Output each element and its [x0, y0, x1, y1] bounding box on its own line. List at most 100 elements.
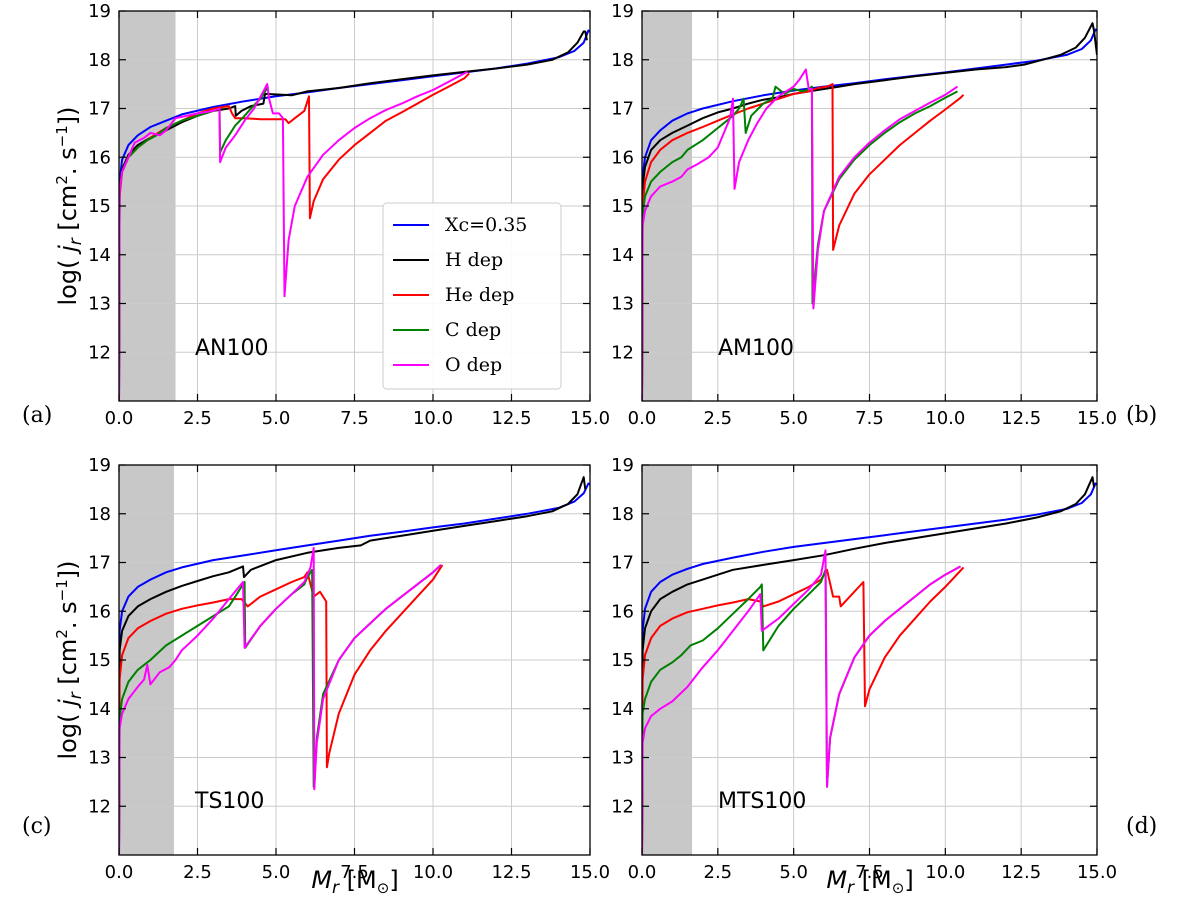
- y-label-s: . s: [54, 601, 82, 629]
- y-tick-label: 17: [88, 553, 111, 574]
- x-tick-label: 7.5: [855, 408, 884, 429]
- x-tick-label: 2.5: [183, 408, 212, 429]
- y-label-sup2: 2: [53, 175, 71, 185]
- model-label: AN100: [195, 336, 269, 361]
- y-tick-label: 12: [88, 796, 111, 817]
- legend-entry: He dep: [445, 284, 514, 306]
- legend: Xc=0.35 H dep He dep C dep O dep: [382, 202, 562, 390]
- y-label-close: ]): [54, 561, 82, 580]
- series-group: [119, 29, 590, 401]
- series-line-o-dep: [119, 546, 442, 855]
- legend-entry: C dep: [445, 319, 501, 341]
- x-tick-label: 0.0: [628, 862, 657, 883]
- y-tick-label: 13: [88, 748, 111, 769]
- x-tick-label: 2.5: [183, 862, 212, 883]
- x-tick-label: 12.5: [1001, 862, 1041, 883]
- series-group: [642, 476, 1097, 855]
- model-label: TS100: [194, 789, 264, 814]
- y-tick-label: 19: [88, 1, 111, 22]
- y-label-supm1: −1: [53, 579, 71, 601]
- series-line-o-dep: [642, 68, 959, 401]
- x-tick-label: 0.0: [105, 408, 134, 429]
- series-line-he-dep: [642, 566, 965, 855]
- x-tick-label: 7.5: [855, 862, 884, 883]
- x-axis-label: Mr [M⊙]: [826, 866, 913, 898]
- x-tick-label: 15.0: [570, 408, 610, 429]
- x-tick-label: 12.5: [1001, 408, 1041, 429]
- legend-entry: Xc=0.35: [445, 214, 527, 236]
- x-tick-label: 10.0: [413, 862, 453, 883]
- y-axis-label: log( jr [cm2. s−1]): [53, 107, 86, 306]
- x-tick-label: 7.5: [340, 408, 369, 429]
- y-tick-label: 19: [611, 455, 634, 476]
- y-label-s: . s: [54, 147, 82, 175]
- x-label-units: [M: [854, 866, 892, 894]
- series-line-xc-0-35: [642, 28, 1097, 401]
- x-tick-label: 12.5: [491, 862, 531, 883]
- y-tick-label: 14: [88, 699, 111, 720]
- panel-label: (b): [1126, 403, 1157, 428]
- x-axis-label: Mr [M⊙]: [311, 866, 398, 898]
- y-label-close: ]): [54, 107, 82, 126]
- x-label-sub: r: [332, 878, 340, 898]
- y-tick-label: 14: [88, 245, 111, 266]
- x-label-m: M: [311, 866, 332, 894]
- panel-ts100: 0.0 2.5 5.0 7.5 10.0 12.5 15.0 12 13 14 15 16 17 18 19…: [22, 455, 610, 883]
- model-label: MTS100: [718, 789, 806, 814]
- x-tick-label: 2.5: [704, 408, 733, 429]
- y-tick-label: 18: [611, 504, 634, 525]
- series-line-h-dep: [642, 22, 1097, 401]
- y-label-j: j: [54, 245, 82, 255]
- x-tick-label: 12.5: [491, 408, 531, 429]
- y-tick-label: 15: [611, 650, 634, 671]
- x-label-sub: r: [847, 878, 855, 898]
- panel-label: (c): [22, 814, 52, 839]
- y-tick-label: 12: [88, 342, 111, 363]
- y-tick-label: 17: [611, 99, 634, 120]
- y-tick-label: 13: [611, 294, 634, 315]
- y-tick-label: 14: [611, 245, 634, 266]
- y-tick-label: 17: [88, 99, 111, 120]
- x-label-sun: ⊙: [377, 879, 390, 897]
- x-tick-label: 0.0: [628, 408, 657, 429]
- y-label-sub: r: [66, 237, 86, 245]
- x-label-units: [M: [339, 866, 377, 894]
- y-tick-label: 17: [611, 553, 634, 574]
- panel-am100: 0.0 2.5 5.0 7.5 10.0 12.5 15.0 12 13 14 15 16 17 18 19…: [611, 1, 1157, 429]
- y-tick-label: 16: [88, 147, 111, 168]
- series-line-h-dep: [642, 476, 1095, 855]
- series-line-h-dep: [119, 476, 587, 855]
- y-tick-label: 18: [88, 504, 111, 525]
- y-label-sub: r: [66, 691, 86, 699]
- y-axis-label: log( jr [cm2. s−1]): [53, 561, 86, 760]
- y-label-cm: [cm: [54, 639, 82, 693]
- y-label-sup2: 2: [53, 629, 71, 639]
- x-tick-label: 10.0: [925, 408, 965, 429]
- y-label-j: j: [54, 699, 82, 709]
- y-tick-label: 12: [611, 796, 634, 817]
- x-label-close: ]: [904, 866, 913, 894]
- x-tick-label: 5.0: [779, 862, 808, 883]
- panel-label: (a): [22, 403, 52, 428]
- y-tick-label: 14: [611, 699, 634, 720]
- y-tick-label: 15: [611, 196, 634, 217]
- x-tick-label: 5.0: [262, 862, 291, 883]
- y-tick-label: 16: [611, 601, 634, 622]
- y-label-cm: [cm: [54, 185, 82, 239]
- y-tick-label: 15: [88, 196, 111, 217]
- y-tick-label: 15: [88, 650, 111, 671]
- panel-an100: 0.0 2.5 5.0 7.5 10.0 12.5 15.0 12 13 14 15 16 17 18 19…: [22, 1, 610, 429]
- series-line-he-dep: [119, 564, 444, 855]
- y-label-log: log(: [54, 252, 82, 306]
- y-label-supm1: −1: [53, 125, 71, 147]
- x-tick-label: 0.0: [105, 862, 134, 883]
- x-tick-label: 15.0: [1077, 862, 1117, 883]
- x-tick-label: 5.0: [779, 408, 808, 429]
- y-tick-label: 13: [88, 294, 111, 315]
- y-tick-label: 18: [88, 50, 111, 71]
- y-tick-label: 18: [611, 50, 634, 71]
- series-line-o-dep: [119, 70, 468, 401]
- panel-mts100: 0.0 2.5 5.0 7.5 10.0 12.5 15.0 12 13 14 15 16 17 18 19…: [611, 455, 1157, 883]
- legend-entry: H dep: [445, 249, 503, 271]
- x-label-m: M: [826, 866, 847, 894]
